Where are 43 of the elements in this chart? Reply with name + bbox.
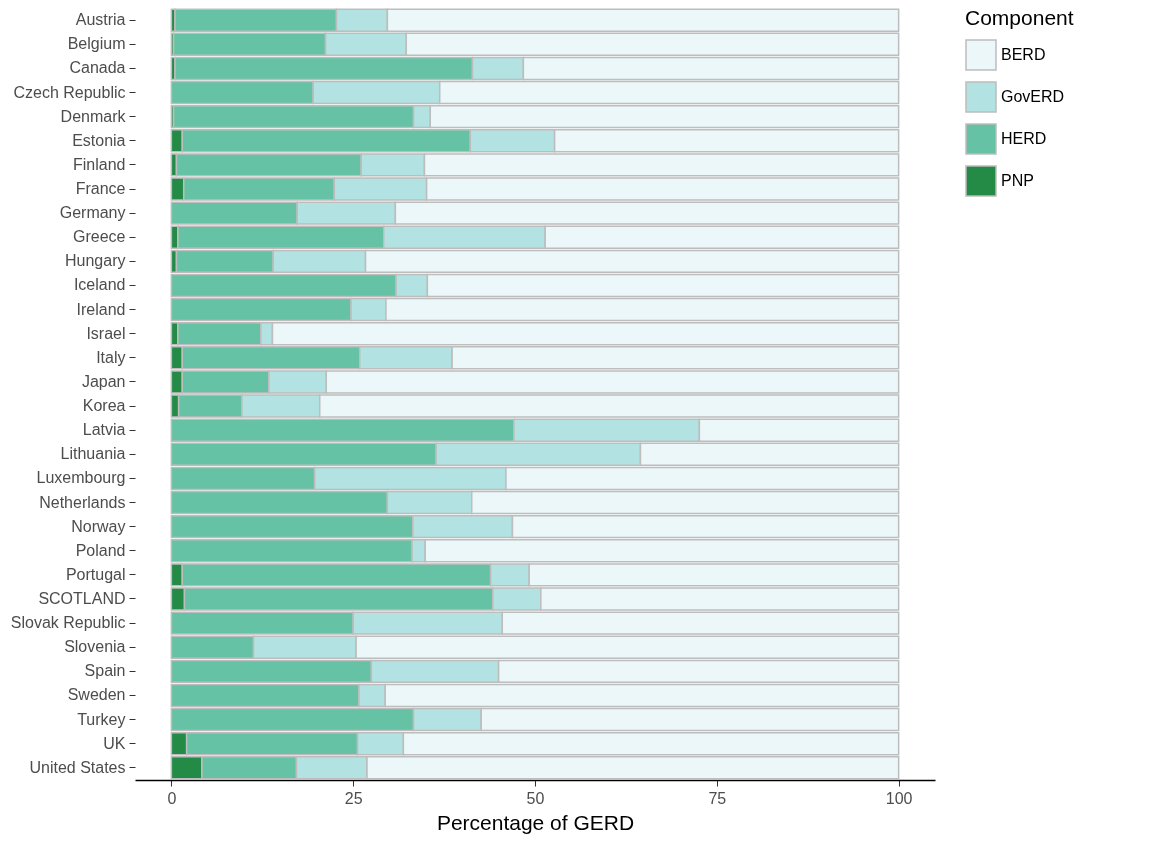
x-axis-title: Percentage of GERD: [436, 810, 635, 834]
y-tick-label: Italy: [96, 348, 126, 366]
y-tick-label: Turkey: [77, 710, 126, 728]
y-tick-label: Lithuania: [60, 445, 126, 463]
x-tick-label: 50: [526, 789, 545, 807]
y-tick-label: Israel: [86, 324, 126, 342]
y-tick-label: Spain: [84, 662, 126, 680]
y-tick-label: SCOTLAND: [38, 590, 126, 607]
legend-label: GovERD: [1001, 88, 1065, 105]
x-tick-label: 0: [167, 789, 177, 807]
y-tick-label: Portugal: [65, 565, 126, 583]
x-tick-label: 100: [885, 789, 913, 807]
legend-title: Component: [965, 6, 1074, 29]
y-tick-label: Iceland: [73, 276, 126, 294]
y-tick-label: Ireland: [76, 300, 126, 318]
y-tick-label: Norway: [71, 517, 126, 535]
y-tick-label: Sweden: [67, 686, 126, 704]
x-tick-label: 75: [708, 789, 727, 807]
y-tick-label: Greece: [73, 228, 126, 246]
y-tick-label: Czech Republic: [13, 83, 126, 101]
y-tick-label: Estonia: [72, 131, 126, 149]
y-tick-label: Latvia: [82, 421, 126, 439]
y-tick-label: Slovenia: [64, 638, 126, 656]
y-tick-label: Korea: [82, 397, 126, 415]
y-tick-label: Hungary: [65, 252, 126, 270]
legend-label: PNP: [1001, 172, 1034, 189]
y-tick-label: Netherlands: [39, 493, 126, 511]
y-tick-label: Luxembourg: [36, 469, 126, 487]
legend-label: BERD: [1001, 46, 1046, 63]
y-tick-label: Austria: [75, 11, 126, 29]
legend-label: HERD: [1001, 130, 1047, 147]
x-tick-label: 25: [344, 789, 363, 807]
y-tick-label: Canada: [69, 59, 126, 77]
y-tick-label: Belgium: [67, 35, 126, 53]
y-tick-label: France: [75, 180, 126, 197]
y-tick-label: Slovak Republic: [10, 614, 126, 632]
y-tick-label: Japan: [81, 372, 126, 390]
y-tick-label: United States: [29, 758, 126, 776]
y-tick-label: Germany: [59, 204, 126, 222]
y-tick-label: UK: [103, 734, 126, 752]
y-tick-label: Denmark: [60, 107, 127, 125]
y-tick-label: Poland: [75, 541, 126, 559]
y-tick-label: Finland: [73, 155, 126, 173]
